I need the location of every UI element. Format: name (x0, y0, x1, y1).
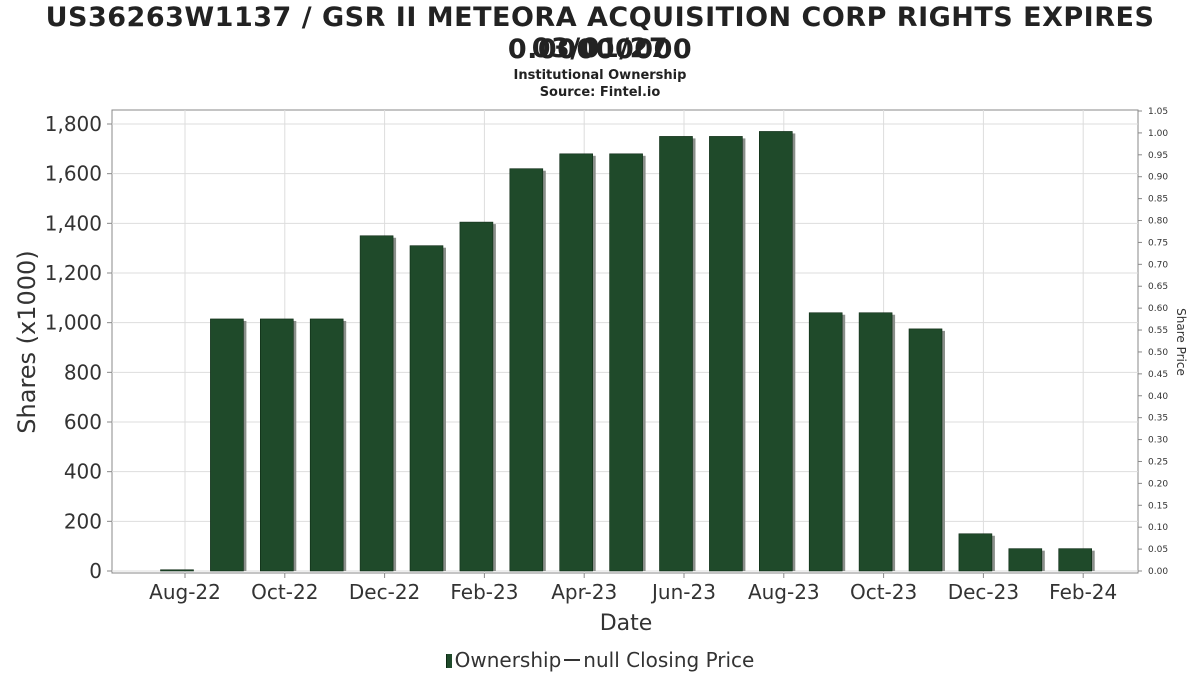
y2-tick-label: 0.55 (1148, 326, 1168, 336)
ownership-bar (259, 318, 294, 572)
x-tick-label: Apr-23 (551, 580, 617, 604)
x-tick-label: Oct-23 (850, 580, 917, 604)
x-tick-label: Aug-23 (748, 580, 820, 604)
ownership-bar (559, 153, 594, 572)
ownership-bar (160, 569, 194, 572)
y2-tick-label: 0.15 (1148, 501, 1168, 511)
ownership-bar (609, 153, 643, 572)
ownership-bar (758, 131, 793, 572)
ownership-legend-label: Ownership (454, 648, 562, 672)
ownership-bar (210, 318, 244, 572)
ownership-bar (1058, 548, 1092, 572)
y-tick-label: 1,800 (45, 112, 102, 136)
x-tick-label: Oct-22 (251, 580, 318, 604)
y-tick-label: 1,400 (45, 211, 102, 235)
y2-tick-label: 0.20 (1148, 479, 1168, 489)
ownership-bar (808, 312, 843, 572)
ownership-bar (958, 533, 993, 572)
y2-tick-label: 0.35 (1148, 414, 1168, 424)
y2-tick-label: 1.05 (1148, 107, 1168, 117)
x-tick-label: Dec-22 (349, 580, 420, 604)
y-tick-label: 800 (64, 360, 102, 384)
ownership-bar (409, 245, 444, 572)
ownership-bar (858, 312, 893, 572)
y2-tick-label: 0.00 (1148, 567, 1168, 577)
ownership-bar (459, 221, 494, 572)
ownership-bar (359, 235, 394, 572)
x-tick-label: Feb-23 (450, 580, 518, 604)
y2-tick-label: 0.30 (1148, 436, 1168, 446)
ownership-bar (908, 328, 943, 572)
y2-axis-title: Share Price (1174, 308, 1188, 376)
chart-title-line2: 0.00000000 (507, 34, 693, 65)
y2-tick-label: 0.95 (1148, 151, 1168, 161)
x-tick-label: Feb-24 (1049, 580, 1117, 604)
y2-tick-label: 0.90 (1148, 173, 1168, 183)
y2-tick-label: 0.45 (1148, 370, 1168, 380)
x-tick-label: Jun-23 (650, 580, 716, 604)
y2-tick-label: 1.00 (1148, 129, 1168, 139)
y2-tick-label: 0.05 (1148, 545, 1168, 555)
x-axis-title: Date (600, 611, 653, 636)
y2-tick-label: 0.10 (1148, 523, 1168, 533)
y-tick-label: 1,600 (45, 162, 102, 186)
chart-subtitle: Institutional Ownership (513, 68, 687, 83)
y2-tick-label: 0.40 (1148, 392, 1168, 402)
y-tick-label: 400 (64, 460, 102, 484)
y-tick-label: 600 (64, 410, 102, 434)
price-legend-label: null Closing Price (583, 648, 755, 672)
y-tick-label: 1,000 (45, 311, 102, 335)
chart-legend: Ownership null Closing Price (0, 648, 1200, 672)
y2-tick-label: 0.85 (1148, 195, 1168, 205)
y2-tick-label: 0.80 (1148, 217, 1168, 227)
y2-tick-label: 0.50 (1148, 348, 1168, 358)
y2-tick-label: 0.70 (1148, 260, 1168, 270)
x-tick-label: Dec-23 (948, 580, 1019, 604)
ownership-bar (1008, 548, 1043, 572)
ownership-bar (309, 318, 344, 572)
y2-tick-label: 0.60 (1148, 304, 1168, 314)
ownership-bar (659, 136, 693, 572)
chart-title-line1: US36263W1137 / GSR II METEORA ACQUISITIO… (45, 2, 1155, 64)
ownership-bar (709, 136, 743, 572)
y2-tick-label: 0.65 (1148, 282, 1168, 292)
ownership-bar (509, 168, 544, 572)
y2-tick-label: 0.75 (1148, 238, 1168, 248)
y-tick-label: 200 (64, 509, 102, 533)
ownership-legend-swatch (445, 654, 452, 668)
y-axis-title: Shares (x1000) (13, 250, 41, 433)
y2-tick-label: 0.25 (1148, 457, 1168, 467)
y-tick-label: 1,200 (45, 261, 102, 285)
x-tick-label: Aug-22 (149, 580, 221, 604)
chart-source: Source: Fintel.io (539, 85, 661, 100)
y-tick-label: 0 (89, 559, 102, 583)
price-legend-line (564, 659, 581, 661)
